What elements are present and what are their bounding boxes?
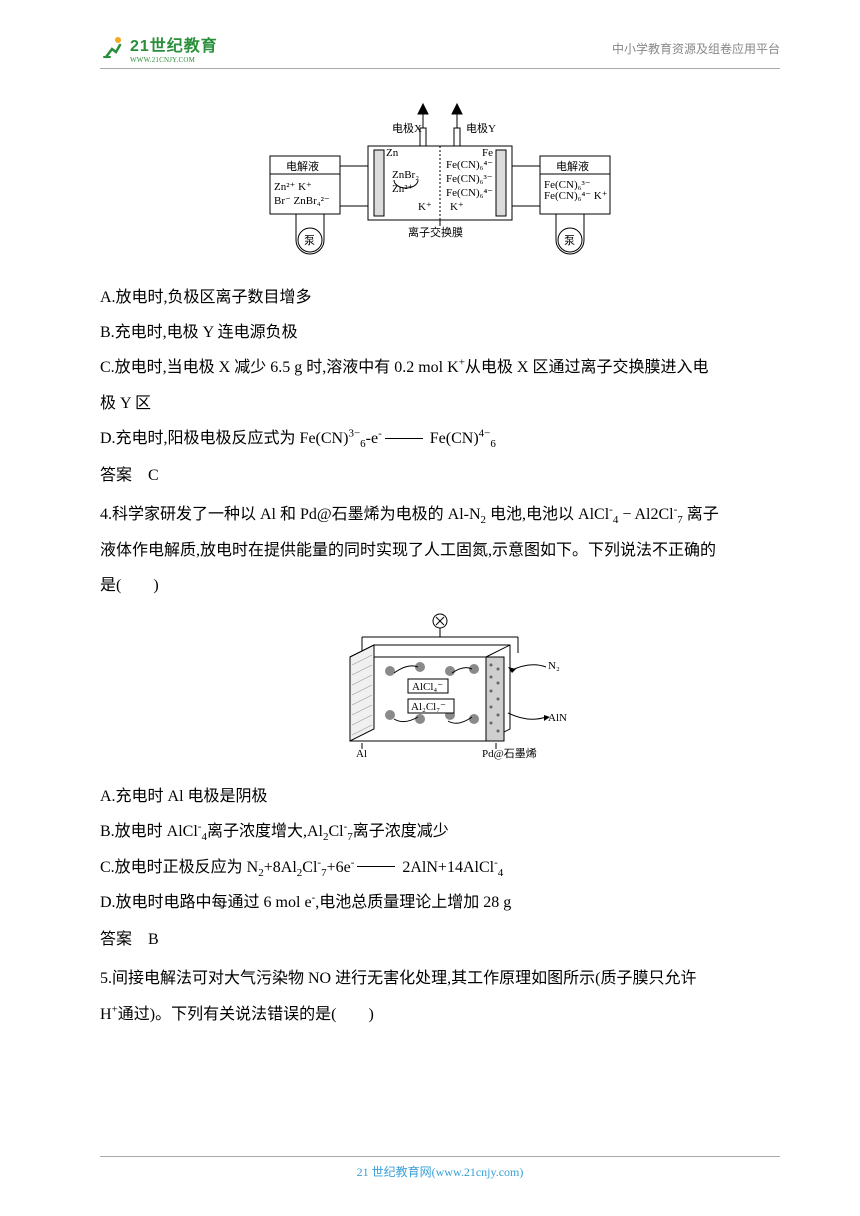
- svg-text:Fe: Fe: [482, 147, 493, 159]
- svg-text:泵: 泵: [564, 234, 575, 247]
- svg-text:AlN: AlN: [548, 712, 567, 724]
- page-content: 电极X 电极Y 电解液 Zn²⁺ K⁺ Br⁻ ZnBr₄²⁻ 电解液 Fe(C…: [100, 100, 780, 1032]
- q4-stem-3: 是( ): [100, 568, 780, 603]
- q4c4: +6e: [327, 859, 351, 876]
- q3-answer: 答案 C: [100, 458, 780, 493]
- svg-text:Br⁻ ZnBr₄²⁻: Br⁻ ZnBr₄²⁻: [274, 195, 330, 207]
- svg-text:Fe(CN)₆⁴⁻: Fe(CN)₆⁴⁻: [446, 159, 493, 171]
- svg-text:Al₂Cl₇⁻: Al₂Cl₇⁻: [411, 701, 446, 713]
- diagram-al-n2-battery: AlCl₄⁻ Al₂Cl₇⁻ N₂ AlN Al Pd@石墨烯: [100, 609, 780, 769]
- svg-text:电解液: 电解液: [556, 159, 589, 173]
- q3-option-d: D.充电时,阳极电极反应式为 Fe(CN)3−6-e- Fe(CN)4−6: [100, 421, 780, 456]
- header-platform-text: 中小学教育资源及组卷应用平台: [612, 40, 780, 57]
- svg-text:Zn: Zn: [386, 147, 399, 159]
- q4s1b: 电池,电池以 AlCl: [486, 506, 609, 523]
- q4-option-b: B.放电时 AlCl-4离子浓度增大,Al2Cl-7离子浓度减少: [100, 814, 780, 849]
- svg-text:离子交换膜: 离子交换膜: [408, 225, 463, 239]
- svg-text:电极Y: 电极Y: [466, 121, 496, 135]
- q4s1a: 4.科学家研发了一种以 Al 和 Pd@石墨烯为电极的 Al-N: [100, 506, 481, 523]
- q4-option-d: D.放电时电路中每通过 6 mol e-,电池总质量理论上增加 28 g: [100, 885, 780, 920]
- reaction-arrow-icon: [357, 866, 395, 867]
- logo-text: 21世纪教育 WWW.21CNJY.COM: [130, 32, 218, 64]
- q4b3: Cl: [328, 823, 343, 840]
- q4c3: Cl: [302, 859, 317, 876]
- runner-icon: [100, 35, 126, 61]
- svg-text:Fe(CN)₆³⁻: Fe(CN)₆³⁻: [446, 173, 493, 185]
- logo-main: 21世纪教育: [130, 32, 218, 56]
- q4b1: B.放电时 AlCl: [100, 823, 198, 840]
- svg-text:泵: 泵: [304, 234, 315, 247]
- q4c2: +8Al: [264, 859, 297, 876]
- q4b2: 离子浓度增大,Al: [207, 823, 323, 840]
- q3-option-a: A.放电时,负极区离子数目增多: [100, 280, 780, 315]
- svg-text:N₂: N₂: [548, 660, 560, 672]
- answer-label: 答案: [100, 467, 132, 484]
- logo: 21世纪教育 WWW.21CNJY.COM: [100, 32, 218, 64]
- q4-stem-1: 4.科学家研发了一种以 Al 和 Pd@石墨烯为电极的 Al-N2 电池,电池以…: [100, 497, 780, 532]
- answer-value: B: [148, 931, 159, 948]
- q5-line1: 5.间接电解法可对大气污染物 NO 进行无害化处理,其工作原理如图所示(质子膜只…: [100, 961, 780, 996]
- q5-line2: H+通过)。下列有关说法错误的是( ): [100, 997, 780, 1032]
- svg-text:Pd@石墨烯: Pd@石墨烯: [482, 747, 537, 760]
- q4-answer: 答案 B: [100, 922, 780, 957]
- svg-text:Al: Al: [356, 748, 367, 760]
- q4-option-c: C.放电时正极反应为 N2+8Al2Cl-7+6e- 2AlN+14AlCl-4: [100, 850, 780, 885]
- q3c-pre: C.放电时,当电极 X 减少 6.5 g 时,溶液中有 0.2 mol K: [100, 359, 459, 376]
- svg-text:Fe(CN)₆⁴⁻: Fe(CN)₆⁴⁻: [446, 187, 493, 199]
- q3d-mid: -e: [366, 430, 378, 447]
- q4-option-a: A.充电时 Al 电极是阴极: [100, 779, 780, 814]
- q3d-pre: D.充电时,阳极电极反应式为 Fe(CN): [100, 430, 348, 447]
- answer-value: C: [148, 467, 159, 484]
- svg-text:电解液: 电解液: [286, 159, 319, 173]
- svg-text:ZnBr₂: ZnBr₂: [392, 169, 419, 181]
- q4s1c: − Al2Cl: [618, 506, 673, 523]
- q5l2a: H: [100, 1006, 112, 1023]
- q4c5: 2AlN+14AlCl: [398, 859, 494, 876]
- svg-text:K⁺: K⁺: [450, 201, 464, 213]
- q3-option-c2: 极 Y 区: [100, 386, 780, 421]
- q4d1: D.放电时电路中每通过 6 mol e: [100, 894, 312, 911]
- q4d2: ,电池总质量理论上增加 28 g: [315, 894, 511, 911]
- page-header: 21世纪教育 WWW.21CNJY.COM 中小学教育资源及组卷应用平台: [100, 32, 780, 69]
- q5l2b: 通过)。下列有关说法错误的是( ): [118, 1006, 374, 1023]
- svg-text:K⁺: K⁺: [418, 201, 432, 213]
- answer-label: 答案: [100, 931, 132, 948]
- svg-text:AlCl₄⁻: AlCl₄⁻: [412, 681, 443, 693]
- q3d-post: Fe(CN): [426, 430, 479, 447]
- q4b4: 离子浓度减少: [353, 823, 449, 840]
- q3-option-b: B.充电时,电极 Y 连电源负极: [100, 315, 780, 350]
- q4-stem-2: 液体作电解质,放电时在提供能量的同时实现了人工固氮,示意图如下。下列说法不正确的: [100, 533, 780, 568]
- svg-text:Zn²⁺ K⁺: Zn²⁺ K⁺: [274, 181, 312, 193]
- q3c-post: 从电极 X 区通过离子交换膜进入电: [465, 359, 709, 376]
- logo-sub: WWW.21CNJY.COM: [130, 56, 218, 64]
- footer-text: 21 世纪教育网(www.21cnjy.com): [357, 1165, 524, 1179]
- q4c1: C.放电时正极反应为 N: [100, 859, 258, 876]
- page-footer: 21 世纪教育网(www.21cnjy.com): [100, 1156, 780, 1180]
- diagram-flow-battery: 电极X 电极Y 电解液 Zn²⁺ K⁺ Br⁻ ZnBr₄²⁻ 电解液 Fe(C…: [100, 100, 780, 270]
- q3-option-c: C.放电时,当电极 X 减少 6.5 g 时,溶液中有 0.2 mol K+从电…: [100, 350, 780, 385]
- q4s1d: 离子: [683, 506, 719, 523]
- svg-text:电极X: 电极X: [392, 121, 422, 135]
- svg-text:Zn²⁺: Zn²⁺: [392, 183, 414, 195]
- reaction-arrow-icon: [385, 438, 423, 439]
- svg-text:Fe(CN)₆⁴⁻ K⁺: Fe(CN)₆⁴⁻ K⁺: [544, 190, 608, 202]
